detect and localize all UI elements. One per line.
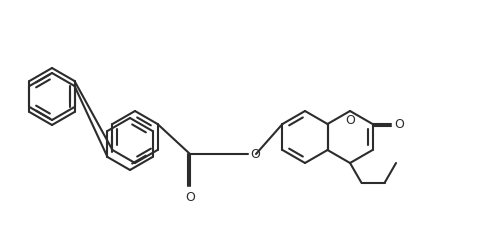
Text: O: O	[345, 113, 355, 126]
Text: O: O	[185, 190, 195, 203]
Text: O: O	[394, 118, 404, 131]
Text: O: O	[250, 148, 260, 161]
